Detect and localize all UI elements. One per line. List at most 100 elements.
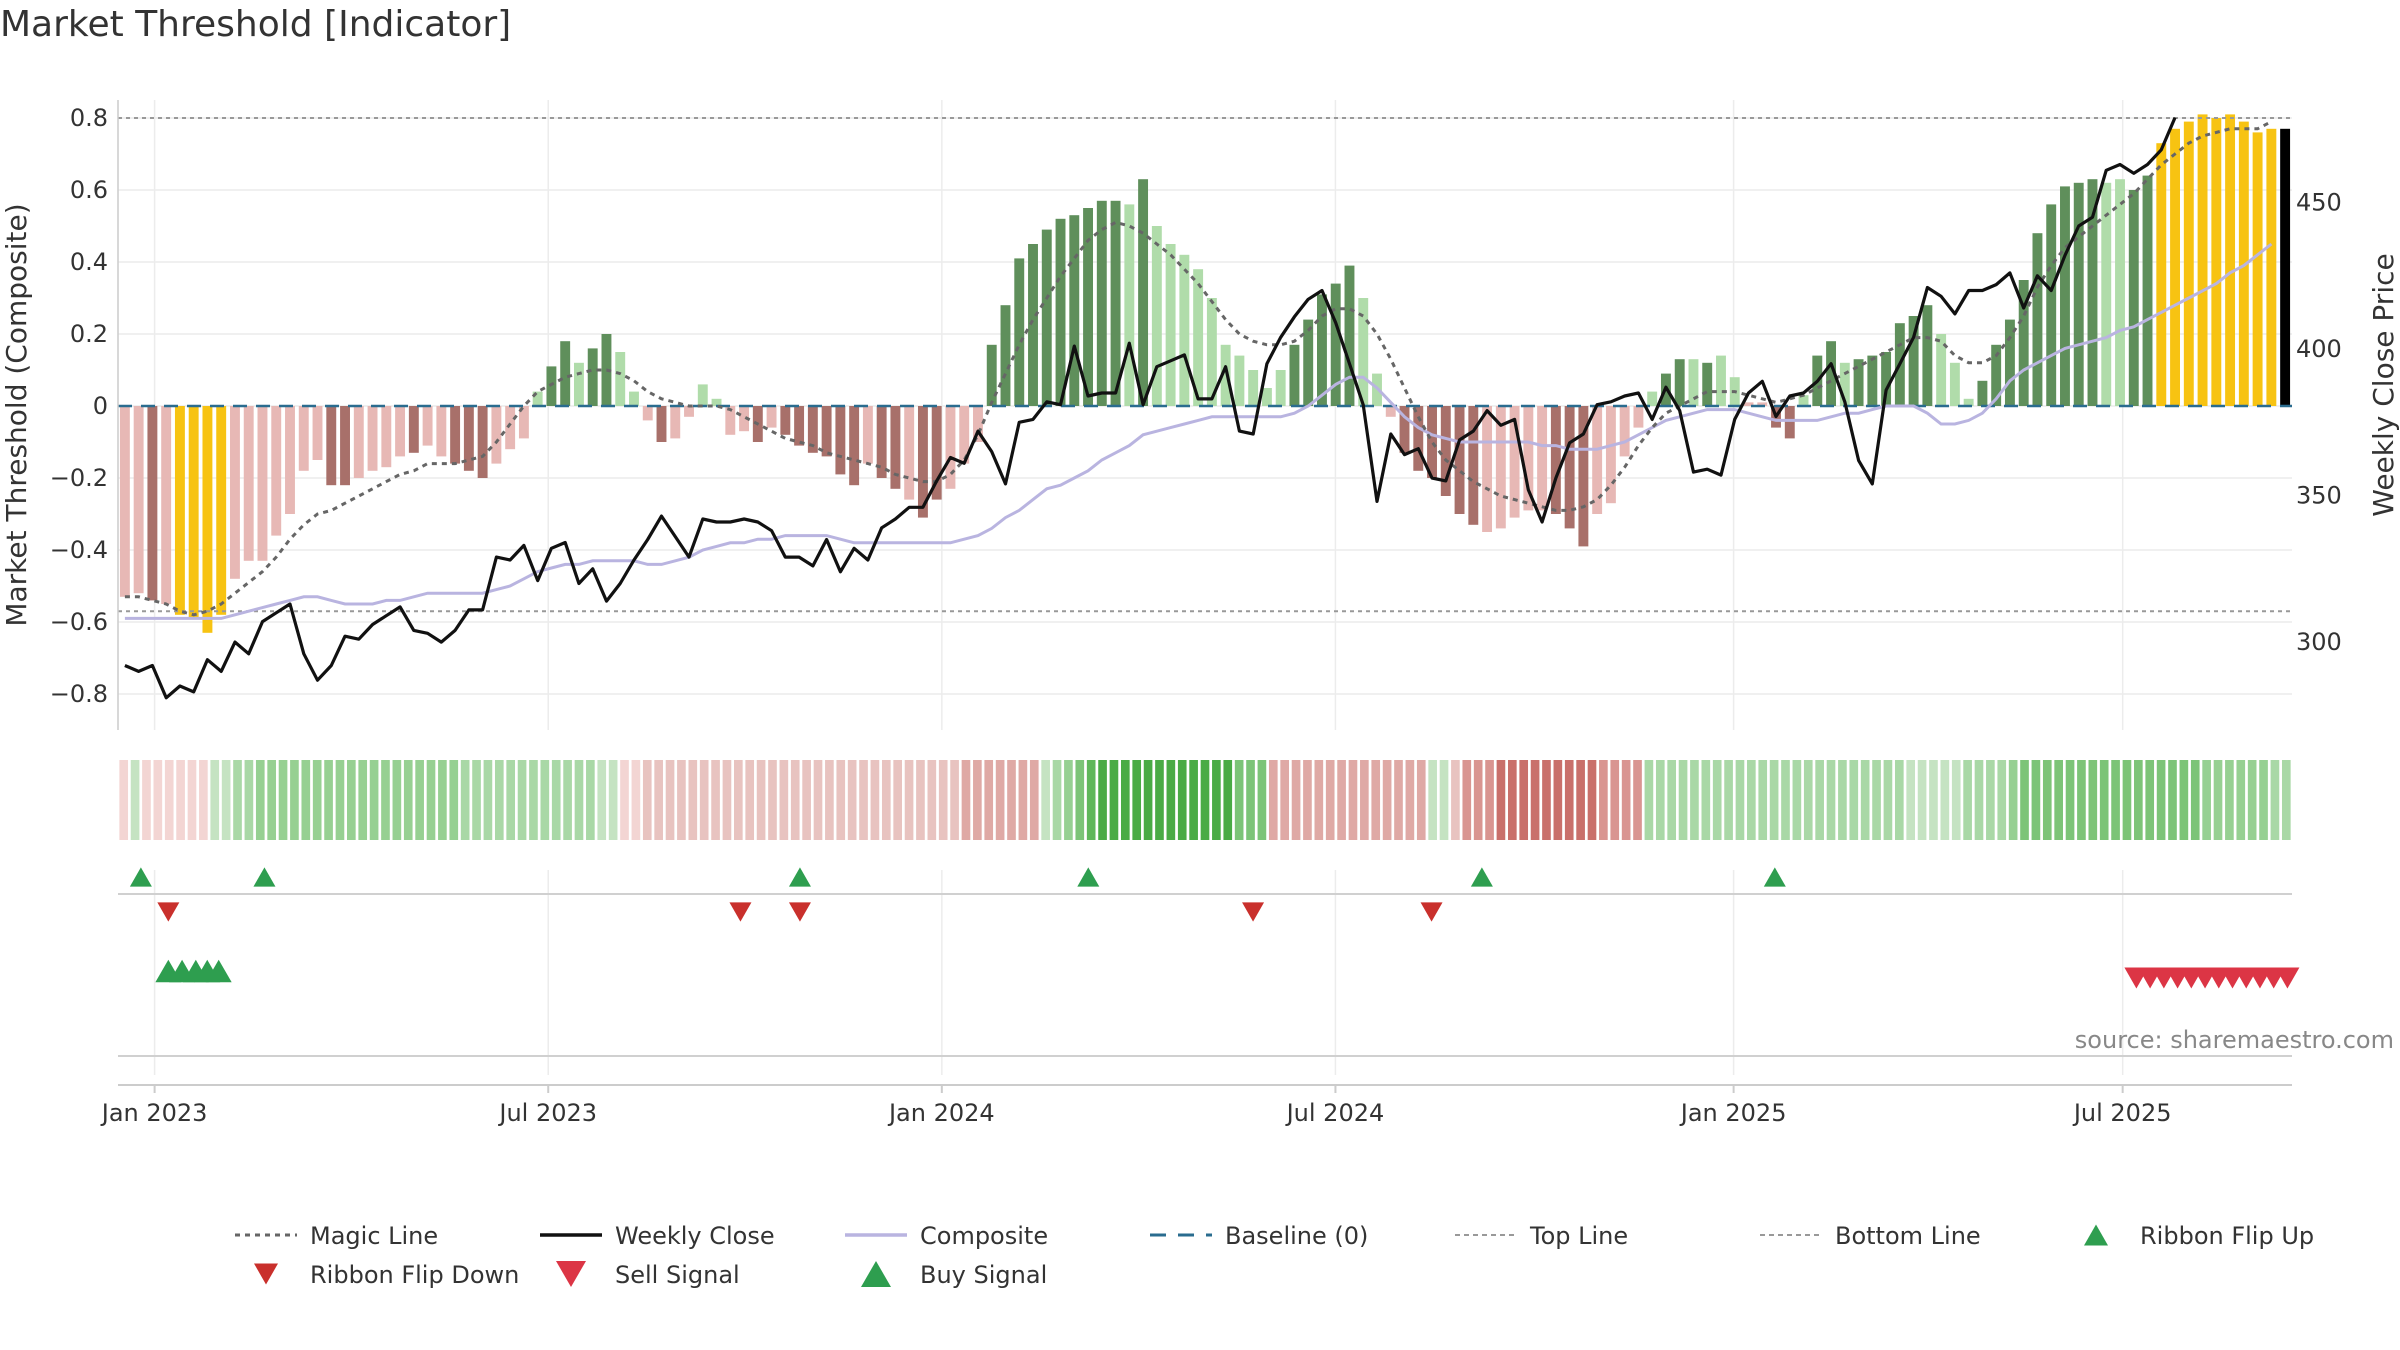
legend-swatch-triangle — [2084, 1224, 2108, 1246]
ribbon-cell — [745, 760, 755, 840]
bar — [615, 352, 626, 406]
legend-label: Ribbon Flip Down — [310, 1261, 519, 1289]
ribbon-cell — [1826, 760, 1836, 840]
ribbon-cell — [1223, 760, 1233, 840]
bar — [1826, 341, 1837, 406]
legend-label: Sell Signal — [615, 1261, 740, 1289]
ribbon-cell — [1189, 760, 1198, 840]
ribbon-cell — [1940, 760, 1950, 840]
bar — [1385, 406, 1396, 417]
ribbon-cell — [2259, 760, 2268, 840]
bar — [573, 362, 584, 406]
bar — [945, 406, 956, 489]
ribbon-cell — [2179, 760, 2189, 840]
ribbon-cell — [312, 760, 322, 840]
bar — [1179, 254, 1190, 406]
bar — [546, 366, 557, 406]
ribbon-cell — [1633, 760, 1642, 840]
y-axis-title: Market Threshold (Composite) — [0, 203, 33, 626]
bar — [1055, 218, 1066, 406]
bar — [917, 406, 928, 518]
ribbon-cell — [665, 760, 675, 840]
bar — [450, 406, 461, 464]
ribbon-cell — [1986, 760, 1995, 840]
bar — [2073, 182, 2084, 406]
sell-signal-marker — [2275, 967, 2300, 989]
ribbon-cell — [1655, 760, 1665, 840]
ribbon-cell — [1724, 760, 1733, 840]
ribbon-cell — [1906, 760, 1916, 840]
ribbon-cell — [859, 760, 868, 840]
y2-axis-title: Weekly Close Price — [2367, 253, 2400, 516]
ribbon-cell — [278, 760, 288, 840]
bar — [2046, 204, 2057, 406]
ribbon-cell — [233, 760, 242, 840]
ribbon-cell — [1303, 760, 1312, 840]
ribbon-cell — [2077, 760, 2086, 840]
bar — [518, 406, 529, 439]
ribbon-cell — [2134, 760, 2143, 840]
ribbon-cell — [756, 760, 766, 840]
ribbon-cell — [2020, 760, 2029, 840]
ribbon-cell — [654, 760, 663, 840]
ribbon-cell — [551, 760, 561, 840]
bar — [849, 406, 860, 486]
bar — [408, 406, 419, 453]
reference-lines — [118, 117, 2292, 613]
bar — [1633, 406, 1644, 428]
ribbon-cell — [1007, 760, 1016, 840]
ribbon-cell — [1177, 760, 1187, 840]
bar — [2018, 280, 2029, 406]
bar — [1138, 179, 1149, 406]
bar — [1523, 406, 1534, 511]
weekly-close-line — [124, 116, 2177, 700]
bar — [890, 406, 901, 489]
ribbon-cell — [290, 760, 299, 840]
ribbon-cell — [1155, 760, 1164, 840]
grid-lines — [118, 100, 2292, 1075]
ribbon-cell — [1803, 760, 1813, 840]
legend-swatch-triangle — [556, 1260, 586, 1288]
ribbon-cell — [620, 760, 629, 840]
ribbon-cell — [642, 760, 652, 840]
bar — [1413, 406, 1424, 471]
ribbon-cell — [1747, 760, 1756, 840]
ribbon-cell — [2054, 760, 2063, 840]
magic-line — [124, 120, 2273, 617]
ribbon-cell — [904, 760, 914, 840]
ribbon-cell — [1428, 760, 1437, 840]
bar — [876, 406, 887, 478]
bar — [436, 406, 447, 457]
x-tick-label: Jul 2023 — [497, 1099, 597, 1127]
ribbon-cell — [153, 760, 163, 840]
ribbon-cell — [574, 760, 584, 840]
bar — [835, 406, 846, 475]
ribbon-cell — [1029, 760, 1039, 840]
bar — [1014, 258, 1025, 406]
ribbon-cell — [563, 760, 572, 840]
ribbon-cell — [1530, 760, 1540, 840]
ribbon-cell — [529, 760, 538, 840]
bar — [1165, 244, 1176, 406]
ribbon-cell — [1621, 760, 1631, 840]
bar — [1468, 406, 1479, 525]
ribbon-cell — [1758, 760, 1768, 840]
bar — [2225, 114, 2236, 407]
ribbon-cell — [1473, 760, 1483, 840]
bar — [1757, 402, 1768, 406]
ribbon-cell — [1792, 760, 1802, 840]
ribbon-cell — [597, 760, 607, 840]
ribbon-cell — [472, 760, 481, 840]
bar — [2197, 114, 2208, 407]
ribbon-cell — [301, 760, 311, 840]
ribbon-cell — [1064, 760, 1073, 840]
ribbon-cell — [1576, 760, 1585, 840]
x-tick-label: Jan 2023 — [100, 1099, 208, 1127]
ribbon-cell — [2281, 760, 2291, 840]
bar — [1716, 355, 1726, 406]
ribbon-cell — [426, 760, 436, 840]
ribbon-cell — [347, 760, 356, 840]
bar — [243, 406, 254, 561]
bar — [656, 406, 667, 442]
